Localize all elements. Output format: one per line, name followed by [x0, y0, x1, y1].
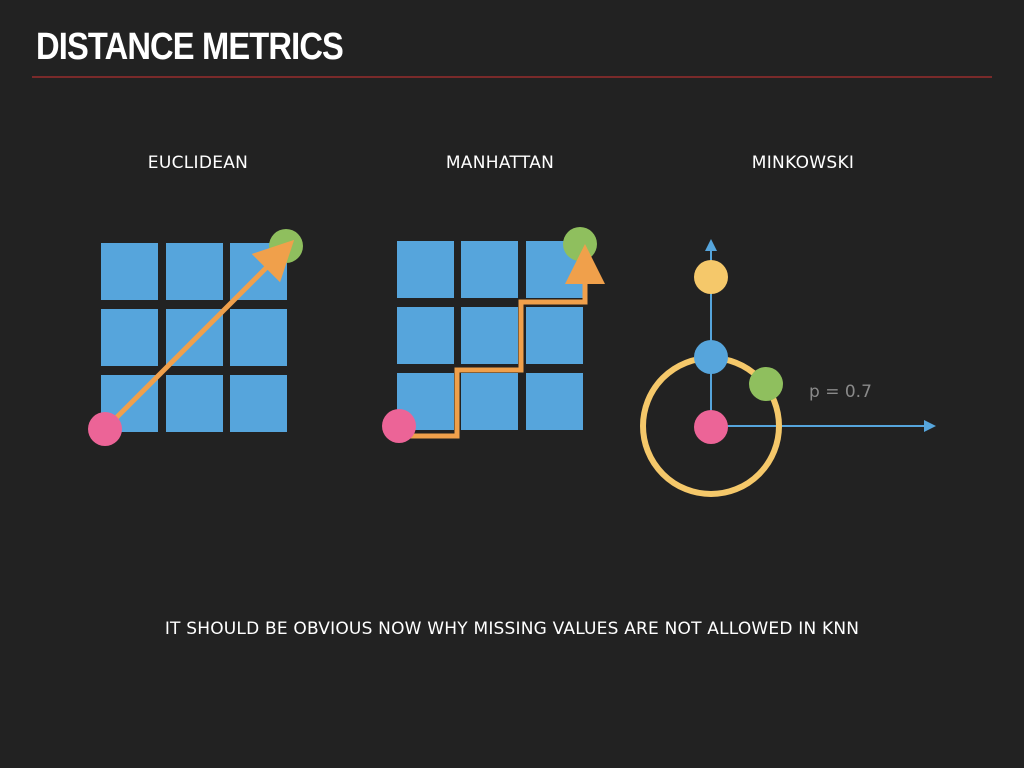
- grid-cell: [166, 375, 223, 432]
- grid-cell: [526, 373, 583, 430]
- title-divider: [32, 76, 992, 78]
- grid-cell: [461, 241, 518, 298]
- euclidean-panel: [88, 229, 303, 446]
- grid-cell: [101, 309, 158, 366]
- manhattan-path-arrow: [400, 244, 605, 439]
- minkowski-panel: p = 0.7: [640, 239, 936, 497]
- grid-cell: [230, 375, 287, 432]
- grid-cell: [166, 243, 223, 300]
- grid-cell: [461, 307, 518, 364]
- manhattan-panel: [382, 227, 605, 443]
- minkowski-label: MINKOWSKI: [751, 153, 855, 173]
- manhattan-label: MANHATTAN: [445, 153, 555, 173]
- grid-cell: [461, 373, 518, 430]
- end-point: [563, 227, 597, 261]
- origin-point: [694, 410, 728, 444]
- grid-cell: [397, 307, 454, 364]
- euclidean-label: EUCLIDEAN: [147, 153, 249, 173]
- euclidean-grid: [101, 243, 287, 432]
- grid-cell: [101, 243, 158, 300]
- euclidean-path-arrow: [104, 239, 295, 430]
- manhattan-grid: [397, 241, 583, 430]
- p-value-annotation: p = 0.7: [809, 382, 872, 402]
- start-point: [88, 412, 122, 446]
- grid-cell: [397, 241, 454, 298]
- axis-point: [694, 340, 728, 374]
- grid-cell: [526, 307, 583, 364]
- grid-cell: [230, 309, 287, 366]
- end-point: [749, 367, 783, 401]
- start-point: [382, 409, 416, 443]
- slide-title: DISTANCE METRICS: [36, 26, 344, 68]
- upper-point: [694, 260, 728, 294]
- footer-note: IT SHOULD BE OBVIOUS NOW WHY MISSING VAL…: [164, 619, 860, 639]
